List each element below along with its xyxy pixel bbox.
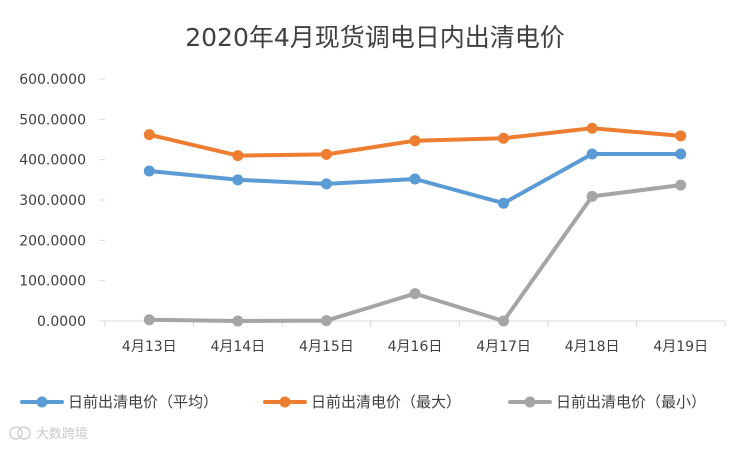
x-tick-label: 4月15日 (299, 339, 354, 355)
x-tick-label: 4月19日 (653, 339, 708, 355)
data-point (232, 174, 244, 186)
data-point (675, 130, 687, 142)
data-point (586, 122, 598, 134)
legend-marker-icon (524, 396, 536, 408)
data-point (586, 190, 598, 202)
series-2 (143, 179, 687, 327)
data-point (320, 315, 332, 327)
data-point (409, 288, 421, 300)
y-tick-label: 500.0000 (19, 112, 86, 128)
y-tick-label: 600.0000 (19, 72, 86, 88)
data-point (675, 179, 687, 191)
x-tick-label: 4月16日 (388, 339, 443, 355)
chart-title: 2020年4月现货调电日内出清电价 (185, 23, 565, 52)
legend-item: 日前出清电价（最小） (508, 393, 706, 411)
legend-item: 日前出清电价（最大） (263, 393, 461, 411)
legend-label: 日前出清电价（平均） (68, 393, 218, 411)
legend-item: 日前出清电价（平均） (20, 393, 218, 411)
data-point (498, 197, 510, 209)
watermark: 大数跨境 (9, 426, 88, 442)
data-point (232, 315, 244, 327)
series-0 (143, 148, 687, 209)
series-line (147, 183, 683, 323)
y-tick-label: 300.0000 (19, 193, 86, 209)
data-point (409, 173, 421, 185)
legend-label: 日前出清电价（最大） (311, 393, 461, 411)
legend: 日前出清电价（平均） 日前出清电价（最大） 日前出清电价（最小） (20, 393, 706, 411)
y-tick-label: 100.0000 (19, 274, 86, 290)
data-point (143, 129, 155, 141)
data-point (232, 150, 244, 162)
series-1 (143, 122, 687, 162)
y-tick-label: 400.0000 (19, 153, 86, 169)
series-layer (143, 122, 687, 327)
data-point (320, 178, 332, 190)
data-point (675, 148, 687, 160)
watermark-text: 大数跨境 (36, 427, 88, 442)
data-point (586, 148, 598, 160)
data-point (320, 148, 332, 160)
legend-label: 日前出清电价（最小） (556, 393, 706, 411)
y-tick-label: 0.0000 (37, 314, 86, 330)
legend-marker-icon (279, 396, 291, 408)
y-tick-label: 200.0000 (19, 233, 86, 249)
data-point (143, 314, 155, 326)
legend-marker-icon (36, 396, 48, 408)
watermark-logo-icon (9, 426, 31, 440)
y-axis: 0.0000 100.0000 200.0000 300.0000 400.0000 50… (19, 72, 105, 330)
x-tick-label: 4月13日 (122, 339, 177, 355)
data-point (409, 135, 421, 147)
data-point (143, 165, 155, 177)
x-tick-label: 4月14日 (210, 339, 265, 355)
x-tick-label: 4月18日 (565, 339, 620, 355)
x-tick-label: 4月17日 (476, 339, 531, 355)
data-point (498, 315, 510, 327)
x-axis: 4月13日 4月14日 4月15日 4月16日 4月17日 4月18日 4月19日 (104, 320, 726, 355)
data-point (498, 132, 510, 144)
